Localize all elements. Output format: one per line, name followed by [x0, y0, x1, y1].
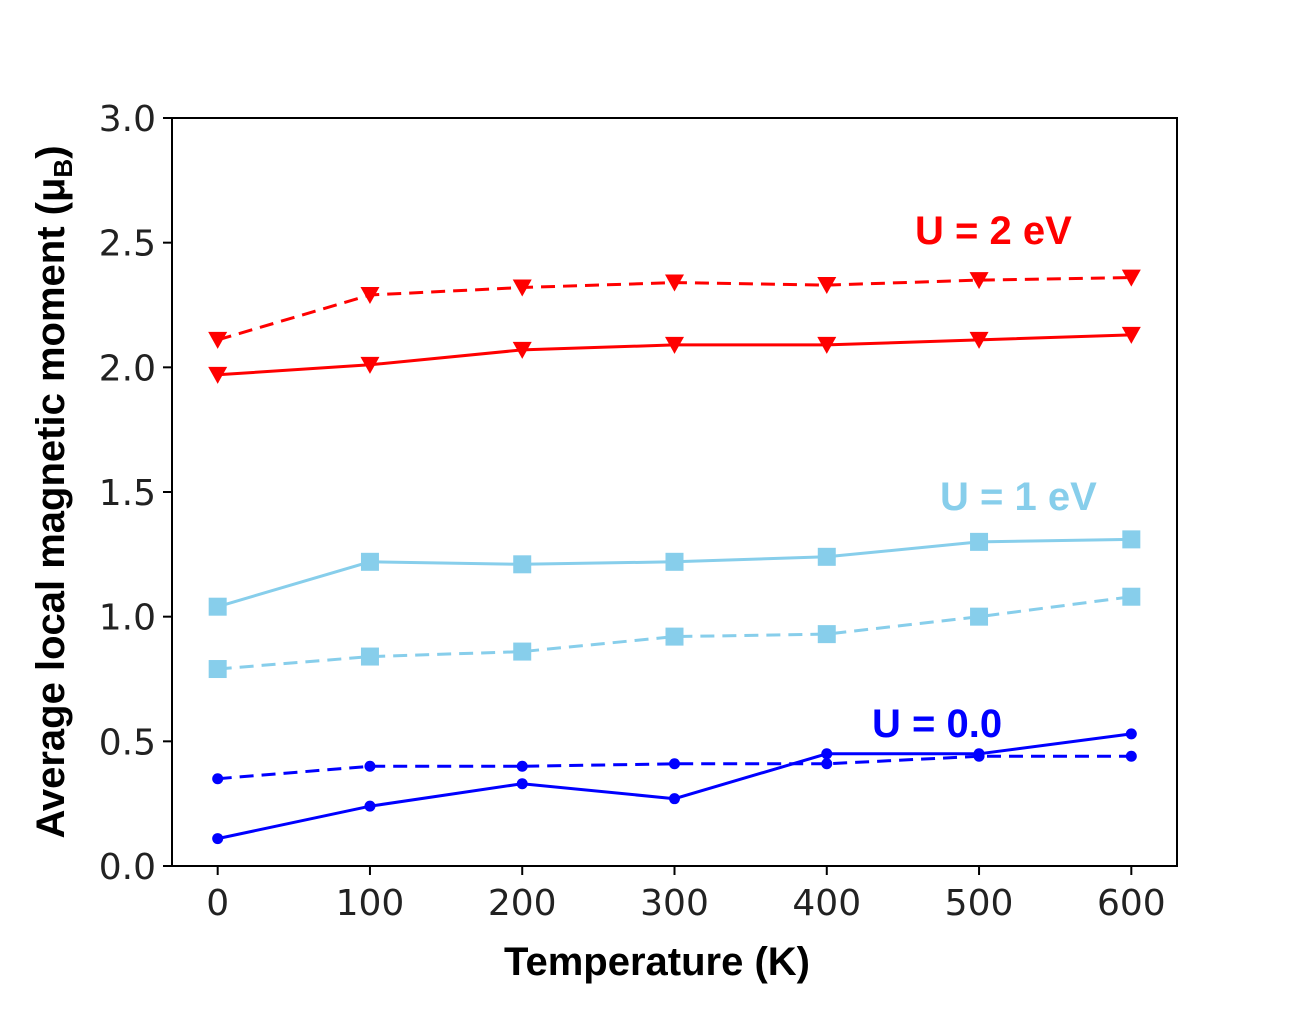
- data-point: [821, 758, 833, 770]
- data-point: [1121, 269, 1141, 287]
- data-point: [665, 274, 684, 292]
- annotation-u0: U = 0.0: [872, 702, 1002, 746]
- data-point: [669, 793, 680, 805]
- y-tick-label: 2.0: [99, 348, 156, 389]
- series-2: [208, 530, 1141, 616]
- data-point: [1121, 326, 1141, 344]
- series-0: [208, 269, 1141, 349]
- x-tick-label: 0: [206, 883, 229, 924]
- data-point: [1125, 750, 1137, 762]
- y-tick-label: 1.0: [99, 598, 156, 639]
- data-point: [212, 833, 224, 845]
- data-point: [208, 331, 228, 349]
- data-point: [208, 660, 227, 679]
- y-tick-label: 0.0: [99, 847, 156, 888]
- series-layer: [208, 269, 1141, 845]
- data-point: [364, 800, 376, 812]
- data-point: [665, 552, 684, 571]
- series-1: [208, 326, 1141, 384]
- y-tick-label: 2.5: [99, 224, 156, 265]
- data-point: [665, 627, 684, 646]
- data-point: [516, 760, 528, 772]
- x-tick-label: 500: [945, 883, 1014, 924]
- annotation-u1: U = 1 eV: [940, 475, 1097, 519]
- annotation-u2: U = 2 eV: [915, 209, 1072, 253]
- data-point: [360, 647, 379, 666]
- data-point: [1122, 530, 1141, 549]
- data-point: [821, 748, 833, 760]
- series-line: [217, 732, 1132, 841]
- y-axis-title-close: ): [29, 145, 73, 158]
- data-point: [360, 552, 379, 571]
- x-tick-label: 300: [640, 883, 709, 924]
- x-tick-label: 400: [792, 883, 861, 924]
- data-point: [513, 642, 532, 661]
- x-axis-title: Temperature (K): [504, 940, 810, 984]
- series-4: [212, 750, 1137, 785]
- data-point: [512, 279, 532, 297]
- data-point: [516, 778, 528, 790]
- x-tick-label: 100: [336, 883, 405, 924]
- data-point: [973, 748, 985, 760]
- data-point: [969, 272, 989, 290]
- data-point: [212, 773, 224, 785]
- data-point: [817, 336, 837, 354]
- data-point: [364, 760, 376, 772]
- data-point: [669, 758, 680, 770]
- series-line: [217, 537, 1132, 609]
- data-point: [1125, 728, 1137, 740]
- x-tick-label: 600: [1097, 883, 1166, 924]
- y-tick-label: 0.5: [99, 722, 156, 763]
- data-point: [969, 331, 989, 349]
- data-point: [360, 287, 380, 305]
- data-point: [970, 532, 989, 551]
- data-point: [1122, 587, 1141, 606]
- data-point: [817, 547, 836, 566]
- y-tick-label: 1.5: [99, 473, 156, 514]
- data-point: [665, 336, 684, 354]
- data-point: [513, 555, 532, 574]
- y-tick-label: 3.0: [99, 99, 156, 140]
- axis-layer: 0 100 200 300 400 500 600 0.0 0.5 1.0 1.5 2.0 2.5 3.0: [99, 99, 1166, 924]
- y-axis-title: Average local magnetic moment (μB): [29, 145, 78, 838]
- data-point: [970, 607, 989, 626]
- data-point: [512, 341, 532, 359]
- y-axis-title-subscript: B: [48, 159, 78, 178]
- data-point: [360, 356, 380, 374]
- y-axis-title-main: Average local magnetic moment (μ: [29, 178, 73, 839]
- data-point: [208, 366, 228, 384]
- data-point: [208, 597, 227, 616]
- series-5: [212, 728, 1137, 845]
- x-tick-label: 200: [488, 883, 557, 924]
- data-point: [817, 625, 836, 644]
- data-point: [817, 277, 837, 295]
- series-3: [208, 587, 1141, 679]
